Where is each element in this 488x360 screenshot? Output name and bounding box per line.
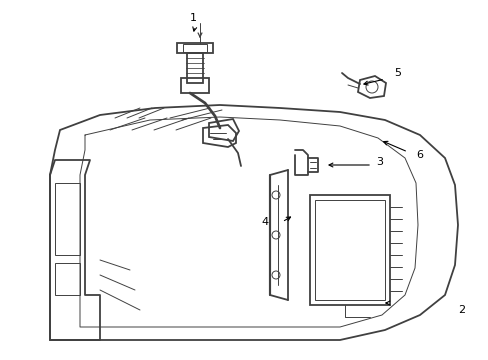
Text: 3: 3	[376, 157, 383, 167]
Text: 4: 4	[261, 217, 268, 227]
Text: 6: 6	[416, 150, 423, 160]
Text: 2: 2	[458, 305, 465, 315]
Text: 5: 5	[394, 68, 401, 78]
Text: 1: 1	[189, 13, 196, 23]
